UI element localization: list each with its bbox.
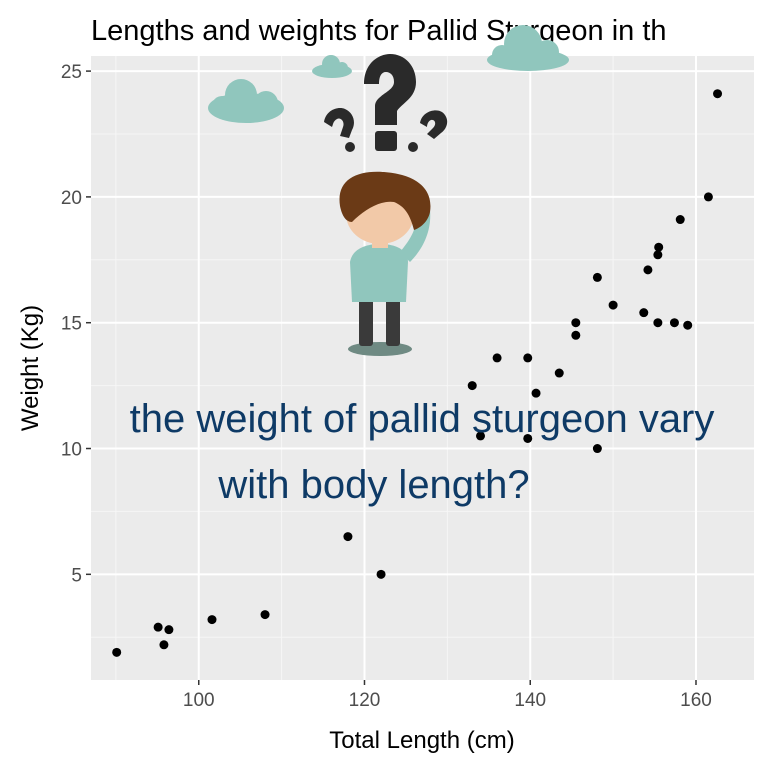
data-point bbox=[653, 250, 663, 260]
cloud-icon bbox=[312, 55, 352, 78]
y-tick-label: 15 bbox=[61, 314, 82, 335]
data-point bbox=[643, 265, 653, 275]
data-point bbox=[554, 368, 564, 378]
data-point bbox=[571, 330, 581, 340]
x-tick-label: 160 bbox=[680, 690, 712, 711]
x-axis-title: Total Length (cm) bbox=[329, 727, 514, 754]
data-point bbox=[476, 431, 486, 441]
data-point bbox=[703, 192, 713, 202]
y-tick-label: 20 bbox=[61, 188, 82, 209]
question-overlay-line1: the weight of pallid sturgeon vary bbox=[130, 397, 715, 441]
data-point bbox=[608, 300, 618, 310]
data-point bbox=[153, 622, 163, 632]
data-point bbox=[592, 272, 602, 282]
data-point bbox=[343, 532, 353, 542]
data-point bbox=[207, 615, 217, 625]
data-point bbox=[164, 625, 174, 635]
x-tick-label: 140 bbox=[514, 690, 546, 711]
data-point bbox=[654, 242, 664, 252]
y-tick-label: 10 bbox=[61, 440, 82, 461]
data-points bbox=[112, 89, 723, 657]
data-point bbox=[523, 353, 533, 363]
x-tick-label: 120 bbox=[349, 690, 381, 711]
data-point bbox=[523, 433, 533, 443]
data-point bbox=[492, 353, 502, 363]
data-point bbox=[571, 318, 581, 328]
data-point bbox=[592, 444, 602, 454]
data-point bbox=[260, 610, 270, 620]
y-tick-label: 25 bbox=[61, 62, 82, 83]
data-point bbox=[639, 308, 649, 318]
data-point bbox=[376, 569, 386, 579]
data-point bbox=[159, 640, 169, 650]
question-overlay-line2: with body length? bbox=[217, 463, 529, 507]
data-point bbox=[675, 215, 685, 225]
data-point bbox=[467, 381, 477, 391]
cloud-icon bbox=[208, 79, 284, 123]
plot-panel bbox=[91, 56, 754, 680]
person-scratching-head-with-question-marks-icon bbox=[324, 54, 448, 356]
y-axis-title: Weight (Kg) bbox=[17, 305, 44, 431]
data-point bbox=[112, 647, 122, 657]
data-point bbox=[683, 320, 693, 330]
data-point bbox=[669, 318, 679, 328]
y-axis-ticks: 5 10 15 20 25 bbox=[61, 62, 91, 586]
x-axis-ticks: 100 120 140 160 bbox=[183, 680, 712, 711]
data-point bbox=[653, 318, 663, 328]
x-tick-label: 100 bbox=[183, 690, 215, 711]
data-point bbox=[713, 89, 723, 99]
y-tick-label: 5 bbox=[71, 565, 82, 586]
data-point bbox=[531, 388, 541, 398]
chart-title: Lengths and weights for Pallid Sturgeon … bbox=[91, 15, 667, 47]
cloud-icon bbox=[487, 25, 569, 71]
